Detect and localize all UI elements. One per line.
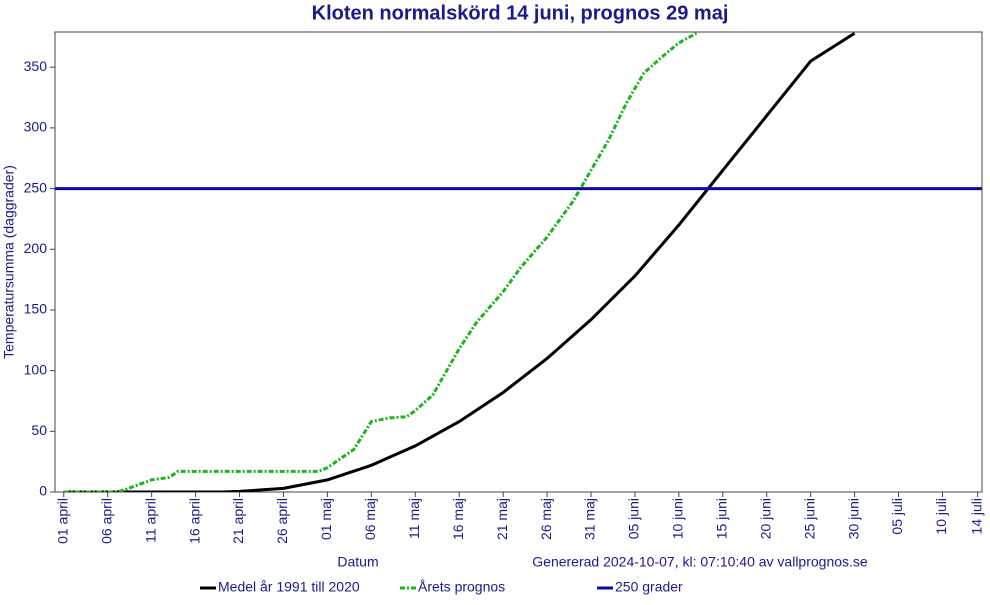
x-tick-label: 06 april xyxy=(98,498,114,544)
y-tick-label: 350 xyxy=(24,58,48,74)
y-tick-label: 150 xyxy=(24,301,48,317)
x-tick-label: 10 juni xyxy=(670,498,686,539)
x-tick-label: 05 juli xyxy=(889,498,905,535)
legend-label: Årets prognos xyxy=(418,579,505,595)
plot-frame xyxy=(54,31,983,493)
x-tick-label: 16 maj xyxy=(450,498,466,540)
y-tick-label: 200 xyxy=(24,240,48,256)
x-tick-label: 06 maj xyxy=(362,498,378,540)
x-tick-label: 25 juni xyxy=(801,498,817,539)
x-tick-label: 11 maj xyxy=(406,498,422,539)
legend-label: Medel år 1991 till 2020 xyxy=(218,579,360,595)
x-axis-label: Datum xyxy=(337,554,378,570)
x-tick-label: 31 maj xyxy=(582,498,598,540)
x-tick-label: 11 april xyxy=(142,498,158,543)
x-tick-label: 16 april xyxy=(186,498,202,544)
y-tick-label: 0 xyxy=(39,483,47,499)
series-line xyxy=(63,32,702,492)
y-tick-label: 100 xyxy=(24,361,48,377)
x-tick-label: 26 maj xyxy=(538,498,554,540)
note: Genererad 2024-10-07, kl: 07:10:40 av va… xyxy=(532,554,868,570)
x-tick-label: 01 april xyxy=(54,498,70,544)
x-tick-label: 15 juni xyxy=(713,498,729,539)
x-tick-label: 10 juli xyxy=(933,498,949,535)
x-tick-label: 05 juni xyxy=(626,498,642,539)
x-tick-label: 26 april xyxy=(274,498,290,544)
legend-label: 250 grader xyxy=(615,579,683,595)
series-line xyxy=(63,32,856,492)
y-tick-label: 250 xyxy=(24,179,48,195)
x-tick-label: 21 april xyxy=(230,498,246,544)
plot-lines xyxy=(55,32,982,492)
chart-title: Kloten normalskörd 14 juni, prognos 29 m… xyxy=(312,2,729,24)
x-tick-label: 30 juni xyxy=(845,498,861,539)
x-tick-label: 20 juni xyxy=(757,498,773,539)
x-tick-label: 01 maj xyxy=(318,498,334,540)
y-tick-label: 300 xyxy=(24,119,48,135)
x-tick-label: 21 maj xyxy=(494,498,510,540)
x-tick-label: 14 juli xyxy=(968,498,984,535)
y-tick-label: 50 xyxy=(31,422,47,438)
y-axis-label: Temperatursumma (daggrader) xyxy=(1,165,17,359)
